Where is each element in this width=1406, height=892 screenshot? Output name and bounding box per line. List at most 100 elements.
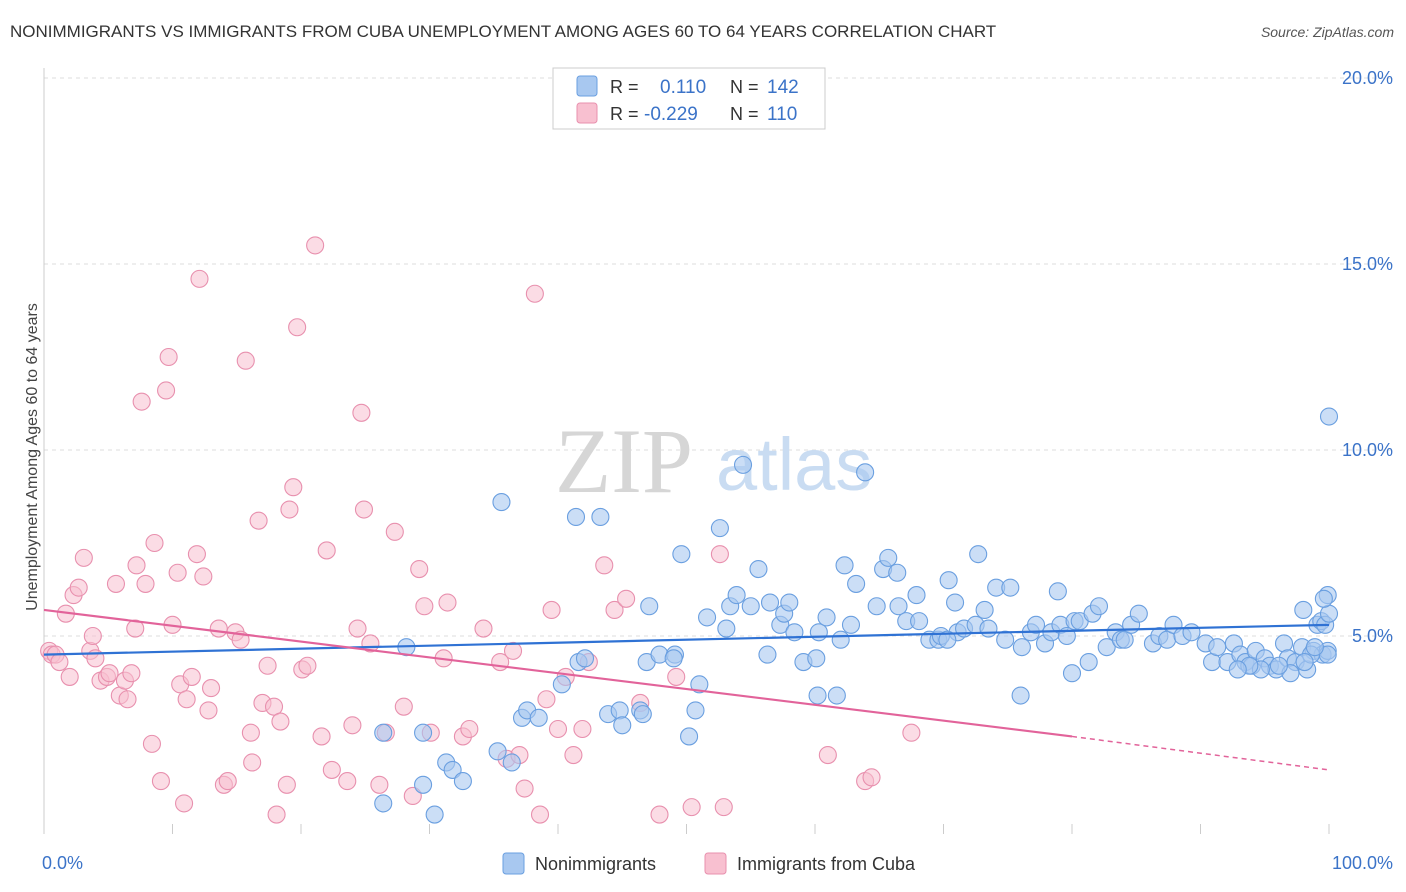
y-tick-label: 10.0% bbox=[1342, 440, 1393, 460]
data-point-nonimmigrants bbox=[758, 645, 777, 664]
data-point-nonimmigrants bbox=[847, 574, 866, 593]
data-point-immigrants-from-cuba bbox=[136, 574, 155, 593]
data-point-immigrants-from-cuba bbox=[714, 798, 733, 817]
data-point-immigrants-from-cuba bbox=[280, 500, 299, 519]
data-point-nonimmigrants bbox=[680, 727, 699, 746]
data-point-immigrants-from-cuba bbox=[354, 500, 374, 519]
data-point-nonimmigrants bbox=[817, 608, 836, 627]
data-point-immigrants-from-cuba bbox=[394, 697, 413, 716]
data-point-immigrants-from-cuba bbox=[306, 236, 325, 255]
data-point-immigrants-from-cuba bbox=[202, 679, 221, 698]
legend-n-label: N = bbox=[730, 104, 759, 124]
data-point-immigrants-from-cuba bbox=[83, 626, 102, 646]
data-point-nonimmigrants bbox=[733, 455, 753, 474]
data-point-immigrants-from-cuba bbox=[525, 284, 544, 303]
data-point-immigrants-from-cuba bbox=[352, 403, 371, 422]
watermark-zip: ZIP bbox=[555, 410, 693, 512]
legend-r-value: 0.110 bbox=[660, 77, 706, 98]
chart-title: NONIMMIGRANTS VS IMMIGRANTS FROM CUBA UN… bbox=[10, 22, 997, 41]
data-point-immigrants-from-cuba bbox=[474, 619, 493, 638]
legend-box: R = 0.110 N = 142 R = -0.229 N = 110 bbox=[552, 67, 826, 130]
data-point-immigrants-from-cuba bbox=[187, 545, 206, 564]
data-point-nonimmigrants bbox=[1062, 664, 1082, 683]
data-point-nonimmigrants bbox=[741, 597, 760, 616]
data-point-immigrants-from-cuba bbox=[617, 589, 636, 608]
legend-swatch-nonimmigrants bbox=[576, 75, 598, 97]
legend-r-label: R = bbox=[610, 77, 639, 97]
data-point-nonimmigrants bbox=[907, 586, 926, 605]
data-point-immigrants-from-cuba bbox=[100, 664, 119, 683]
data-point-immigrants-from-cuba bbox=[338, 772, 357, 791]
data-point-immigrants-from-cuba bbox=[537, 690, 556, 709]
data-point-nonimmigrants bbox=[502, 753, 521, 772]
bottom-legend-swatch-nonimmigrants bbox=[502, 852, 525, 875]
data-point-immigrants-from-cuba bbox=[175, 794, 194, 813]
data-point-nonimmigrants bbox=[1115, 630, 1134, 649]
data-point-immigrants-from-cuba bbox=[159, 347, 178, 367]
data-point-immigrants-from-cuba bbox=[564, 745, 583, 765]
y-axis-label: Unemployment Among Ages 60 to 64 years bbox=[24, 303, 41, 611]
data-point-nonimmigrants bbox=[996, 630, 1015, 649]
data-point-immigrants-from-cuba bbox=[157, 381, 176, 400]
data-point-nonimmigrants bbox=[879, 548, 898, 567]
data-point-nonimmigrants bbox=[640, 597, 659, 616]
data-point-nonimmigrants bbox=[453, 772, 472, 791]
data-point-nonimmigrants bbox=[552, 675, 571, 694]
data-point-nonimmigrants bbox=[633, 705, 652, 724]
data-point-nonimmigrants bbox=[492, 493, 511, 512]
data-point-nonimmigrants bbox=[1048, 582, 1067, 601]
data-point-nonimmigrants bbox=[610, 701, 629, 720]
data-point-nonimmigrants bbox=[591, 507, 610, 527]
legend-r-value: -0.229 bbox=[644, 104, 698, 125]
data-point-immigrants-from-cuba bbox=[132, 392, 151, 411]
data-point-immigrants-from-cuba bbox=[710, 545, 729, 564]
axes: 5.0% 10.0% 15.0% 20.0% 0.0% 100.0% bbox=[42, 68, 1393, 873]
data-point-immigrants-from-cuba bbox=[277, 775, 296, 794]
data-point-nonimmigrants bbox=[414, 723, 433, 742]
data-point-nonimmigrants bbox=[1269, 656, 1288, 675]
data-point-immigrants-from-cuba bbox=[74, 548, 93, 567]
data-point-immigrants-from-cuba bbox=[218, 772, 237, 791]
data-point-nonimmigrants bbox=[686, 701, 705, 720]
data-point-immigrants-from-cuba bbox=[194, 567, 213, 586]
data-point-immigrants-from-cuba bbox=[182, 667, 201, 686]
data-point-immigrants-from-cuba bbox=[902, 723, 921, 742]
bottom-legend: Nonimmigrants Immigrants from Cuba bbox=[502, 852, 916, 875]
data-point-immigrants-from-cuba bbox=[438, 593, 457, 612]
data-point-immigrants-from-cuba bbox=[403, 786, 422, 806]
data-point-immigrants-from-cuba bbox=[122, 664, 141, 683]
data-point-immigrants-from-cuba bbox=[542, 600, 561, 620]
data-point-immigrants-from-cuba bbox=[650, 805, 669, 824]
legend-n-value: 110 bbox=[767, 104, 797, 125]
series-nonimmigrants-points bbox=[374, 407, 1339, 824]
y-tick-label: 5.0% bbox=[1352, 626, 1393, 646]
data-point-nonimmigrants bbox=[749, 559, 768, 579]
data-point-nonimmigrants bbox=[1012, 638, 1031, 657]
data-point-nonimmigrants bbox=[529, 708, 548, 727]
data-point-nonimmigrants bbox=[969, 545, 988, 564]
data-point-immigrants-from-cuba bbox=[818, 745, 837, 765]
data-point-immigrants-from-cuba bbox=[370, 775, 389, 794]
data-point-nonimmigrants bbox=[780, 593, 799, 612]
data-point-nonimmigrants bbox=[1228, 660, 1247, 679]
data-point-immigrants-from-cuba bbox=[343, 716, 362, 735]
watermark: ZIP atlas bbox=[555, 410, 872, 512]
data-point-nonimmigrants bbox=[835, 556, 854, 575]
data-point-immigrants-from-cuba bbox=[385, 522, 404, 541]
data-point-nonimmigrants bbox=[1305, 638, 1324, 657]
data-point-immigrants-from-cuba bbox=[284, 478, 303, 497]
data-point-immigrants-from-cuba bbox=[60, 667, 79, 686]
data-point-nonimmigrants bbox=[888, 563, 907, 582]
trend-line-nonimmigrants bbox=[43, 623, 1330, 656]
data-point-immigrants-from-cuba bbox=[243, 753, 262, 772]
bottom-legend-nonimmigrants: Nonimmigrants bbox=[535, 854, 656, 874]
data-point-nonimmigrants bbox=[1295, 652, 1314, 672]
data-point-nonimmigrants bbox=[374, 794, 393, 813]
data-point-immigrants-from-cuba bbox=[503, 641, 523, 660]
data-point-nonimmigrants bbox=[1001, 578, 1020, 597]
legend-n-label: N = bbox=[730, 77, 759, 97]
data-point-nonimmigrants bbox=[710, 519, 729, 538]
data-point-immigrants-from-cuba bbox=[199, 701, 218, 720]
x-tick-label: 100.0% bbox=[1332, 853, 1393, 873]
